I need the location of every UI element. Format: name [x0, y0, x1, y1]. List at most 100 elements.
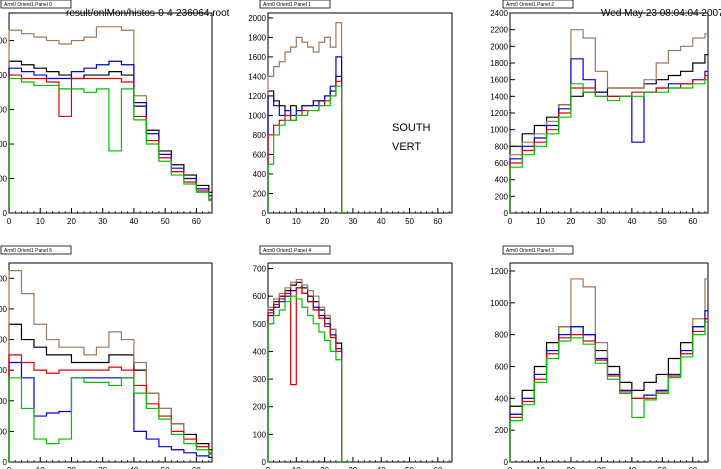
panel-title: Arm0 Orient1 Panel 2	[506, 2, 554, 8]
y-tick-label: 1200	[0, 274, 8, 283]
panel-title: Arm0 Orient1 Panel 0	[4, 2, 52, 8]
x-tick-label: 20	[320, 217, 329, 226]
x-tick-label: 30	[597, 466, 606, 469]
series-black	[8, 60, 212, 213]
x-tick-label: 20	[566, 217, 575, 226]
series-brown	[509, 29, 708, 213]
y-tick-label: 400	[495, 394, 509, 403]
x-tick-label: 50	[161, 466, 170, 469]
series-blue	[509, 58, 708, 213]
panel-title-tag: Arm0 Orient1 Panel 5	[0, 245, 72, 255]
x-tick-label: 0	[7, 217, 12, 226]
y-tick-label: 700	[253, 265, 267, 274]
plot-frame	[8, 262, 213, 463]
x-tick-label: 40	[377, 466, 386, 469]
y-tick-label: 1000	[0, 140, 8, 149]
chart-panel-2: 0 10 20 30 40 50 60020040060080010001200140016…	[490, 0, 709, 226]
x-tick-label: 60	[433, 466, 442, 469]
chart-panel-4: 01020304050600100200300400500600700Arm0 …	[253, 245, 453, 469]
y-tick-label: 200	[0, 427, 8, 436]
x-tick-label: 40	[129, 466, 138, 469]
annotation-south: SOUTH	[392, 122, 431, 134]
series-brown	[267, 22, 348, 214]
panel-title-tag: Arm0 Orient1 Panel 2	[502, 0, 574, 9]
y-tick-label: 400	[253, 347, 267, 356]
y-tick-label: 500	[0, 175, 8, 184]
y-tick-label: 0	[504, 458, 509, 467]
y-tick-label: 1000	[490, 126, 508, 135]
x-tick-label: 30	[348, 217, 357, 226]
series-red	[267, 287, 348, 463]
series-black	[509, 54, 708, 213]
series-red	[8, 74, 212, 213]
y-tick-label: 1200	[248, 92, 266, 101]
x-tick-label: 10	[36, 217, 45, 226]
y-tick-label: 0	[262, 209, 267, 218]
x-tick-label: 50	[161, 217, 170, 226]
x-tick-label: 0	[7, 466, 12, 469]
x-tick-label: 40	[627, 217, 636, 226]
y-tick-label: 800	[253, 131, 267, 140]
series-blue	[8, 60, 212, 213]
series-green	[509, 321, 708, 462]
x-tick-label: 60	[433, 217, 442, 226]
y-tick-label: 0	[504, 209, 509, 218]
x-tick-label: 0	[266, 217, 271, 226]
panel-title-tag: Arm0 Orient1 Panel 3	[502, 245, 574, 255]
x-tick-label: 20	[566, 466, 575, 469]
y-tick-label: 800	[0, 336, 8, 345]
x-tick-label: 50	[658, 217, 667, 226]
panel-title: Arm0 Orient1 Panel 3	[506, 248, 554, 254]
x-tick-label: 10	[292, 466, 301, 469]
x-tick-label: 10	[536, 466, 545, 469]
panel-title: Arm0 Orient1 Panel 4	[263, 248, 311, 254]
y-tick-label: 600	[495, 362, 509, 371]
chart-panel-1: 0 10 20 30 40 50 60020040060080010001200140016…	[248, 0, 453, 226]
y-tick-label: 600	[0, 366, 8, 375]
series-black	[267, 75, 348, 214]
y-tick-label: 800	[495, 142, 509, 151]
y-tick-label: 1400	[490, 92, 508, 101]
y-tick-label: 1400	[248, 72, 266, 81]
x-tick-label: 60	[192, 217, 201, 226]
series-green	[8, 377, 212, 462]
x-tick-label: 30	[348, 466, 357, 469]
y-tick-label: 2000	[0, 71, 8, 80]
x-tick-label: 0	[508, 217, 513, 226]
y-tick-label: 400	[0, 397, 8, 406]
x-tick-label: 60	[192, 466, 201, 469]
series-green	[509, 79, 708, 213]
y-tick-label: 1200	[490, 109, 508, 118]
y-tick-label: 100	[253, 430, 267, 439]
x-tick-label: 40	[129, 217, 138, 226]
x-tick-label: 10	[292, 217, 301, 226]
x-tick-label: 20	[67, 217, 76, 226]
y-tick-label: 200	[495, 192, 509, 201]
x-tick-label: 10	[536, 217, 545, 226]
chart-panel-0: 0 10 20 30 40 50 60 0 500 1000 1500 2000 2500 Arm0 Or…	[0, 0, 213, 226]
y-tick-label: 1000	[248, 111, 266, 120]
series-blue	[8, 361, 212, 462]
x-tick-label: 60	[688, 466, 697, 469]
panel-title-tag: Arm0 Orient1 Panel 0	[0, 0, 72, 9]
plot-frame	[509, 262, 709, 463]
y-tick-label: 1500	[0, 106, 8, 115]
series-blue	[509, 310, 708, 462]
series-black	[509, 318, 708, 462]
x-tick-label: 30	[597, 217, 606, 226]
series-red	[509, 74, 708, 213]
x-tick-label: 0	[266, 466, 271, 469]
y-tick-label: 2500	[0, 37, 8, 46]
x-tick-label: 60	[688, 217, 697, 226]
series-brown	[8, 26, 212, 213]
y-tick-label: 0	[3, 458, 8, 467]
y-tick-label: 0	[262, 458, 267, 467]
y-tick-label: 2200	[490, 26, 508, 35]
plot-frame	[509, 12, 709, 214]
chart-panel-3: 0102030405060020040060080010001200Arm0 O…	[0, 245, 213, 469]
y-tick-label: 1800	[248, 33, 266, 42]
x-tick-label: 0	[508, 466, 513, 469]
x-tick-label: 10	[36, 466, 45, 469]
y-tick-label: 2000	[248, 14, 266, 23]
